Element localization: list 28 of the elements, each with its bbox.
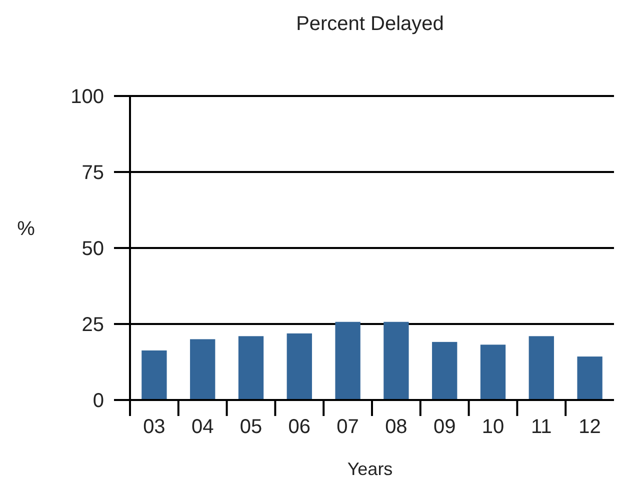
bar: [384, 322, 409, 400]
bar: [335, 322, 360, 400]
bar: [190, 339, 216, 400]
y-axis-title: %: [17, 218, 36, 240]
bar: [238, 336, 264, 400]
bar: [432, 342, 458, 400]
chart-title: Percent Delayed: [296, 13, 444, 35]
x-tick-label: 12: [578, 416, 601, 438]
x-tick-label: 08: [385, 416, 408, 438]
bar: [577, 356, 602, 400]
x-tick-label: 07: [336, 416, 359, 438]
y-tick-label: 50: [82, 238, 104, 260]
x-axis-title: Years: [347, 459, 393, 479]
y-tick-label: 0: [92, 390, 104, 412]
x-tick-label: 05: [240, 416, 262, 438]
y-tick-label: 25: [82, 314, 104, 336]
y-tick-label: 100: [70, 86, 104, 108]
x-tick-label: 11: [531, 416, 552, 438]
bar: [480, 344, 506, 400]
bar: [286, 333, 312, 400]
y-tick-label: 75: [82, 162, 104, 184]
bar: [142, 350, 167, 400]
x-tick-label: 03: [143, 416, 166, 438]
x-tick-label: 06: [288, 416, 311, 438]
x-tick-label: 10: [482, 416, 504, 438]
x-tick-label: 04: [191, 416, 214, 438]
x-tick-label: 09: [433, 416, 456, 438]
bar: [528, 336, 554, 400]
